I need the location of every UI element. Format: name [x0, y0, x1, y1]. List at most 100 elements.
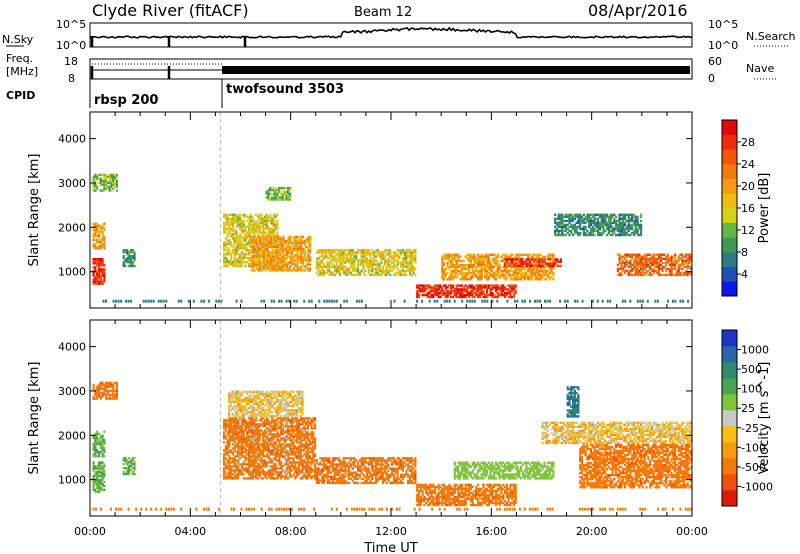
power-cell	[582, 219, 585, 223]
velocity-cell	[96, 434, 99, 437]
velocity-cell	[233, 459, 236, 462]
velocity-cell	[92, 467, 95, 470]
power-cell	[103, 177, 106, 180]
power-cell	[275, 267, 278, 270]
power-cell	[253, 227, 256, 230]
power-cell	[293, 245, 296, 248]
velocity-cell	[230, 475, 233, 478]
velocity-cell	[255, 423, 258, 426]
velocity-cell	[231, 451, 235, 454]
power-cell	[623, 229, 627, 233]
power-cell	[618, 253, 621, 256]
power-cell	[339, 251, 342, 254]
power-cell	[486, 265, 489, 269]
power-cell	[620, 231, 623, 235]
velocity-cell	[226, 439, 229, 442]
power-cell	[369, 265, 372, 268]
velocity-cell	[126, 463, 129, 466]
power-cell	[96, 175, 99, 178]
power-cell	[277, 247, 280, 250]
velocity-cell	[226, 423, 229, 426]
power-cell	[407, 267, 410, 270]
power-cell	[598, 221, 601, 225]
velocity-cell	[224, 423, 227, 426]
power-cell	[300, 237, 303, 241]
power-cell	[288, 186, 292, 190]
power-cell	[398, 261, 401, 264]
power-cell	[408, 255, 412, 258]
velocity-cell	[97, 471, 101, 474]
velocity-cell	[230, 421, 233, 424]
power-cell	[480, 265, 483, 269]
power-cell	[108, 185, 111, 188]
power-cell	[259, 241, 262, 245]
power-cell	[230, 245, 233, 248]
power-cell	[543, 274, 546, 277]
power-cell	[638, 223, 641, 227]
velocity-cell	[253, 439, 256, 442]
velocity-cell	[133, 468, 136, 472]
velocity-cell	[294, 453, 297, 456]
power-cell	[530, 258, 534, 261]
power-cell	[264, 241, 267, 245]
power-cell	[444, 274, 447, 277]
power-cell	[451, 265, 455, 269]
power-cell	[457, 255, 460, 258]
power-cell	[330, 271, 333, 274]
velocity-cell	[96, 395, 99, 398]
velocity-cell	[101, 473, 104, 476]
power-cell	[240, 235, 243, 238]
power-cell	[256, 233, 259, 236]
velocity-cell	[92, 482, 95, 486]
power-cell	[254, 255, 257, 258]
power-cell	[579, 221, 582, 225]
power-cell	[507, 295, 510, 299]
power-cell	[640, 213, 643, 216]
power-cell	[287, 241, 290, 245]
power-cell	[615, 233, 618, 237]
power-cell	[264, 239, 267, 243]
velocity-cell	[235, 437, 238, 440]
power-cell	[349, 259, 352, 262]
power-cell	[285, 245, 289, 248]
power-cell	[396, 253, 399, 256]
power-cell	[230, 213, 233, 216]
power-cell	[613, 227, 616, 231]
power-cell	[477, 255, 480, 258]
power-cell	[434, 290, 437, 293]
power-cell	[546, 274, 550, 277]
power-cell	[226, 243, 229, 246]
power-cell	[536, 269, 539, 273]
power-cell	[596, 299, 599, 303]
power-cell	[502, 253, 505, 256]
power-cell	[101, 258, 104, 261]
power-cell	[237, 241, 240, 244]
velocity-cell	[249, 473, 252, 476]
power-cell	[473, 257, 476, 260]
power-cell	[640, 273, 643, 277]
power-cell	[260, 219, 263, 222]
power-cell	[261, 235, 264, 239]
power-cell	[509, 260, 512, 263]
power-cell	[254, 247, 257, 250]
power-cell	[305, 237, 308, 241]
power-cell	[289, 255, 292, 258]
velocity-cell	[228, 457, 231, 460]
velocity-cell	[115, 391, 118, 394]
power-cell	[611, 233, 614, 237]
power-cell	[99, 240, 102, 244]
power-cell	[230, 229, 233, 232]
power-cell	[257, 241, 260, 245]
power-cell	[274, 186, 277, 190]
power-cell	[663, 253, 666, 256]
velocity-cell	[290, 453, 293, 456]
power-cell	[477, 276, 480, 279]
power-cell	[530, 255, 533, 258]
power-cell	[300, 257, 303, 260]
velocity-cell	[255, 477, 258, 480]
velocity-cell	[255, 439, 258, 442]
power-cell	[516, 267, 519, 271]
power-cell	[369, 257, 372, 260]
velocity-cell	[278, 471, 281, 474]
power-cell	[242, 260, 245, 264]
